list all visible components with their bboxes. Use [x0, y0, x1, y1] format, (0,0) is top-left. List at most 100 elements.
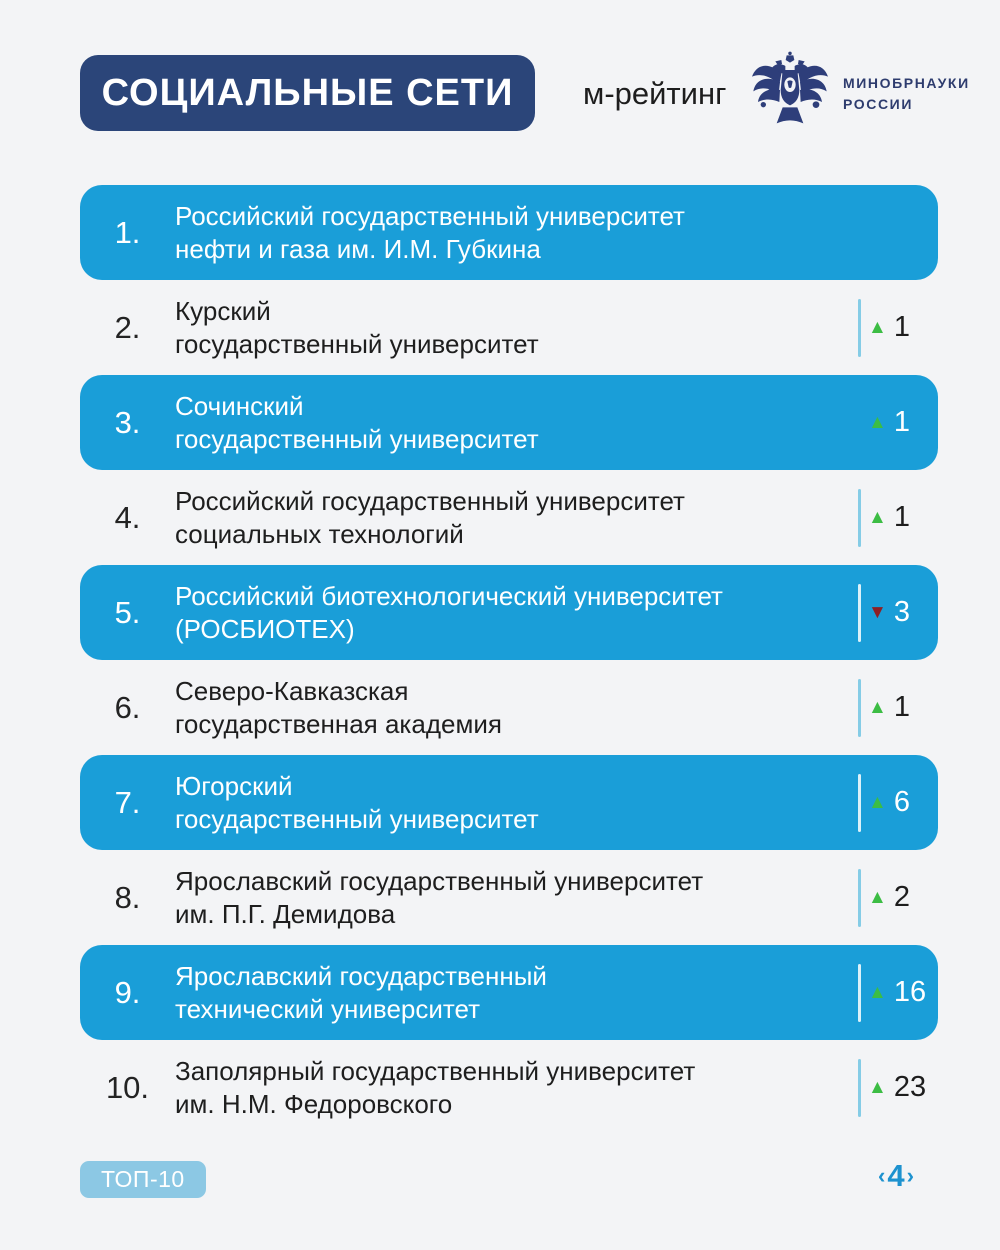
- university-name: Сочинский государственный университет: [175, 390, 858, 456]
- university-name-line2: технический университет: [175, 993, 481, 1024]
- university-name-line1: Российский государственный университет: [175, 200, 685, 231]
- divider-line: [858, 868, 861, 927]
- up-arrow-icon: ▲: [868, 887, 887, 908]
- change-value: 3: [893, 596, 910, 628]
- up-arrow-icon: ▲: [868, 412, 887, 433]
- change-value: 1: [893, 406, 910, 438]
- up-arrow-icon: ▲: [868, 317, 887, 338]
- rank-number: 10.: [105, 1069, 150, 1105]
- rank-change: ▲ 1: [858, 394, 938, 452]
- university-name: Российский биотехнологический университе…: [175, 580, 858, 646]
- university-name-line2: государственный университет: [175, 328, 539, 359]
- university-name-line2: (РОСБИОТЕХ): [175, 613, 355, 644]
- university-name-line2: государственный университет: [175, 803, 539, 834]
- change-value: 1: [893, 501, 910, 533]
- rank-change: ▼ 3: [858, 583, 938, 642]
- rank-number: 8.: [114, 879, 141, 915]
- up-arrow-icon: ▲: [868, 982, 887, 1003]
- rating-subtitle: м-рейтинг: [583, 76, 727, 111]
- down-arrow-icon: ▼: [868, 602, 887, 623]
- ministry-name-line2: РОССИИ: [843, 96, 913, 112]
- university-name: Ярославский государственный университет …: [175, 865, 858, 931]
- divider-line: [858, 773, 861, 832]
- university-name: Российский государственный университет н…: [175, 200, 858, 266]
- change-value: 16: [893, 976, 927, 1008]
- ranking-row: 8. Ярославский государственный университ…: [80, 850, 938, 945]
- rank-number: 1.: [114, 214, 141, 250]
- university-name-line1: Заполярный государственный университет: [175, 1055, 696, 1086]
- change-value: 1: [893, 311, 910, 343]
- university-name-line1: Северо-Кавказская: [175, 675, 409, 706]
- top10-badge: ТОП-10: [80, 1161, 206, 1198]
- double-headed-eagle-icon: [750, 48, 830, 140]
- rank-number: 5.: [114, 594, 141, 630]
- ranking-row: 3. Сочинский государственный университет…: [80, 375, 938, 470]
- rank-change: ▲ 1: [858, 678, 938, 737]
- rank-number: 2.: [114, 309, 141, 345]
- university-name-line1: Ярославский государственный: [175, 960, 547, 991]
- university-name-line1: Ярославский государственный университет: [175, 865, 704, 896]
- divider-line: [858, 678, 861, 737]
- up-arrow-icon: ▲: [868, 697, 887, 718]
- ranking-row: 7. Югорский государственный университет …: [80, 755, 938, 850]
- page-navigation[interactable]: ‹ 4 ›: [878, 1158, 914, 1194]
- ministry-name-line1: МИНОБРНАУКИ: [843, 75, 970, 91]
- page-title-box: СОЦИАЛЬНЫЕ СЕТИ: [80, 55, 535, 131]
- divider-line: [858, 583, 861, 642]
- university-name-line1: Сочинский: [175, 390, 304, 421]
- page-title: СОЦИАЛЬНЫЕ СЕТИ: [101, 71, 514, 114]
- up-arrow-icon: ▲: [868, 792, 887, 813]
- up-arrow-icon: ▲: [868, 507, 887, 528]
- ranking-row: 1. Российский государственный университе…: [80, 185, 938, 280]
- university-name-line1: Курский: [175, 295, 271, 326]
- change-value: 23: [893, 1071, 927, 1103]
- ranking-row: 2. Курский государственный университет ▲…: [80, 280, 938, 375]
- university-name: Заполярный государственный университет и…: [175, 1055, 858, 1121]
- rank-change: ▲ 6: [858, 773, 938, 832]
- nav-right-icon[interactable]: ›: [906, 1163, 914, 1188]
- ranking-row: 10. Заполярный государственный университ…: [80, 1040, 938, 1135]
- university-name-line1: Югорский: [175, 770, 293, 801]
- rank-number: 3.: [114, 404, 141, 440]
- university-name-line2: государственный университет: [175, 423, 539, 454]
- university-name-line1: Российский государственный университет: [175, 485, 685, 516]
- university-name: Северо-Кавказская государственная академ…: [175, 675, 858, 741]
- ranking-row: 9. Ярославский государственный техническ…: [80, 945, 938, 1040]
- change-value: 1: [893, 691, 910, 723]
- divider-line: [858, 298, 861, 357]
- change-value: 6: [893, 786, 910, 818]
- ranking-row: 6. Северо-Кавказская государственная ака…: [80, 660, 938, 755]
- university-name: Югорский государственный университет: [175, 770, 858, 836]
- rank-change: ▲ 2: [858, 868, 938, 927]
- rank-change: ▲ 16: [858, 963, 938, 1022]
- university-name-line2: социальных технологий: [175, 518, 464, 549]
- rank-number: 4.: [114, 499, 141, 535]
- change-value: 2: [893, 881, 910, 913]
- rank-change: ▲ 1: [858, 298, 938, 357]
- up-arrow-icon: ▲: [868, 1077, 887, 1098]
- rank-number: 6.: [114, 689, 141, 725]
- rank-number: 9.: [114, 974, 141, 1010]
- divider-line: [858, 488, 861, 547]
- rank-number: 7.: [114, 784, 141, 820]
- university-name-line2: государственная академия: [175, 708, 502, 739]
- university-name: Курский государственный университет: [175, 295, 858, 361]
- rank-change: ▲ 23: [858, 1058, 938, 1117]
- university-name-line2: им. П.Г. Демидова: [175, 898, 396, 929]
- ranking-row: 4. Российский государственный университе…: [80, 470, 938, 565]
- university-name-line2: нефти и газа им. И.М. Губкина: [175, 233, 541, 264]
- page-number: 4: [887, 1158, 905, 1193]
- rank-change: ▲ 1: [858, 488, 938, 547]
- ministry-name: МИНОБРНАУКИ РОССИИ: [843, 73, 970, 115]
- university-name-line1: Российский биотехнологический университе…: [175, 580, 723, 611]
- university-name-line2: им. Н.М. Федоровского: [175, 1088, 453, 1119]
- ranking-row: 5. Российский биотехнологический универс…: [80, 565, 938, 660]
- nav-left-icon[interactable]: ‹: [878, 1163, 886, 1188]
- university-name: Ярославский государственный технический …: [175, 960, 858, 1026]
- ranking-list: 1. Российский государственный университе…: [80, 185, 938, 1135]
- divider-line: [858, 1058, 861, 1117]
- divider-line: [858, 963, 861, 1022]
- university-name: Российский государственный университет с…: [175, 485, 858, 551]
- ministry-logo: МИНОБРНАУКИ РОССИИ: [750, 48, 970, 140]
